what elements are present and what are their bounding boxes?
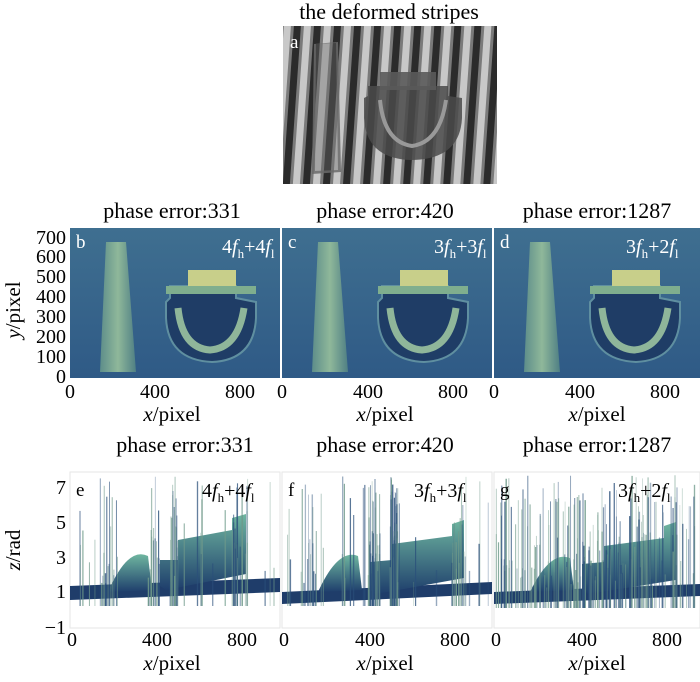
row3-x-labels: x/pixel x/pixel x/pixel	[142, 651, 625, 675]
panel-g-formula: 3fh+2fl	[618, 480, 671, 505]
x-tick-800: 800	[225, 381, 255, 403]
x-tick-400: 400	[140, 381, 170, 403]
x-tick-800: 800	[652, 629, 682, 651]
y-tick-300: 300	[36, 306, 66, 328]
panel-f-surface: f 3fh+3fl	[281, 471, 493, 629]
x-axis-label: x/pixel	[567, 651, 625, 675]
x-axis-label: x/pixel	[567, 402, 625, 426]
x-tick-800: 800	[438, 381, 468, 403]
row3-x-ticks: 0 400 800 0 400 800 0 400 800	[67, 629, 682, 651]
noise-spikes	[287, 476, 489, 606]
x-tick-400: 400	[355, 629, 385, 651]
panel-f-label: f	[288, 480, 295, 501]
y-tick-400: 400	[36, 286, 66, 308]
y-axis-label: y/pixel	[1, 281, 25, 340]
denture-object	[364, 86, 462, 160]
x-tick-400: 400	[142, 629, 172, 651]
y-tick-200: 200	[36, 326, 66, 348]
panel-c-map: c 3fh+3fl	[282, 228, 492, 378]
x-tick-0: 0	[65, 381, 75, 403]
panel-e-title: phase error:331	[116, 432, 253, 457]
panel-c-title: phase error:420	[316, 198, 453, 223]
x-tick-0: 0	[277, 381, 287, 403]
x-axis-label: x/pixel	[142, 402, 200, 426]
x-tick-0: 0	[279, 629, 289, 651]
panel-d-label: d	[500, 232, 510, 253]
panel-d-formula: 3fh+2fl	[626, 236, 679, 261]
noise-spikes	[79, 476, 275, 606]
x-tick-800: 800	[440, 629, 470, 651]
panel-a: the deformed stripes a	[283, 0, 497, 184]
z-tick-3: 3	[56, 547, 66, 569]
y-tick-500: 500	[36, 266, 66, 288]
z-tick-7: 7	[56, 477, 66, 499]
y-tick-700: 700	[36, 227, 66, 249]
panel-b-title: phase error:331	[103, 198, 240, 223]
panel-c-label: c	[288, 232, 296, 253]
x-tick-400: 400	[565, 381, 595, 403]
panel-g-surface: g 3fh+2fl	[493, 471, 700, 629]
row2-x-ticks: 0 400 800 0 400 800 0 400 800	[65, 381, 680, 403]
z-ticks: 7 5 3 1 −1	[45, 477, 66, 639]
x-axis-label: x/pixel	[355, 651, 413, 675]
z-tick-5: 5	[56, 512, 66, 534]
x-tick-0: 0	[489, 381, 499, 403]
y-tick-100: 100	[36, 346, 66, 368]
row-3d-surfaces: phase error:331 phase error:420 phase er…	[1, 432, 700, 675]
panel-a-title: the deformed stripes	[299, 0, 479, 24]
x-axis-label: x/pixel	[355, 402, 413, 426]
panel-e-surface: e 4fh+4fl	[69, 471, 281, 629]
panel-g-label: g	[500, 480, 510, 501]
noise-spikes	[495, 475, 696, 608]
z-tick-minus1: −1	[45, 617, 66, 639]
x-tick-400: 400	[353, 381, 383, 403]
panel-d-map: d 3fh+2fl	[494, 228, 700, 378]
panel-b-label: b	[76, 232, 86, 253]
panel-f-formula: 3fh+3fl	[414, 480, 467, 505]
panel-f-title: phase error:420	[316, 432, 453, 457]
y-tick-0: 0	[56, 366, 66, 388]
panel-c-formula: 3fh+3fl	[434, 236, 487, 261]
x-tick-0: 0	[67, 629, 77, 651]
panel-e-label: e	[76, 480, 84, 501]
x-axis-label: x/pixel	[142, 651, 200, 675]
z-tick-1: 1	[56, 581, 66, 603]
panel-e-formula: 4fh+4fl	[202, 480, 255, 505]
x-tick-800: 800	[650, 381, 680, 403]
y-ticks: 700 600 500 400 300 200 100 0	[36, 227, 66, 388]
panel-d-title: phase error:1287	[523, 198, 671, 223]
panel-g-title: phase error:1287	[523, 432, 671, 457]
panel-b-formula: 4fh+4fl	[222, 236, 275, 261]
panel-b-map: b 4fh+4fl	[70, 228, 280, 378]
z-axis-label: z/rad	[1, 529, 25, 571]
row-phase-maps: phase error:331 phase error:420 phase er…	[1, 198, 700, 426]
x-tick-400: 400	[567, 629, 597, 651]
panel-a-label: a	[290, 32, 299, 53]
row2-x-labels: x/pixel x/pixel x/pixel	[142, 402, 625, 426]
x-tick-800: 800	[227, 629, 257, 651]
y-tick-600: 600	[36, 246, 66, 268]
x-tick-0: 0	[491, 629, 501, 651]
